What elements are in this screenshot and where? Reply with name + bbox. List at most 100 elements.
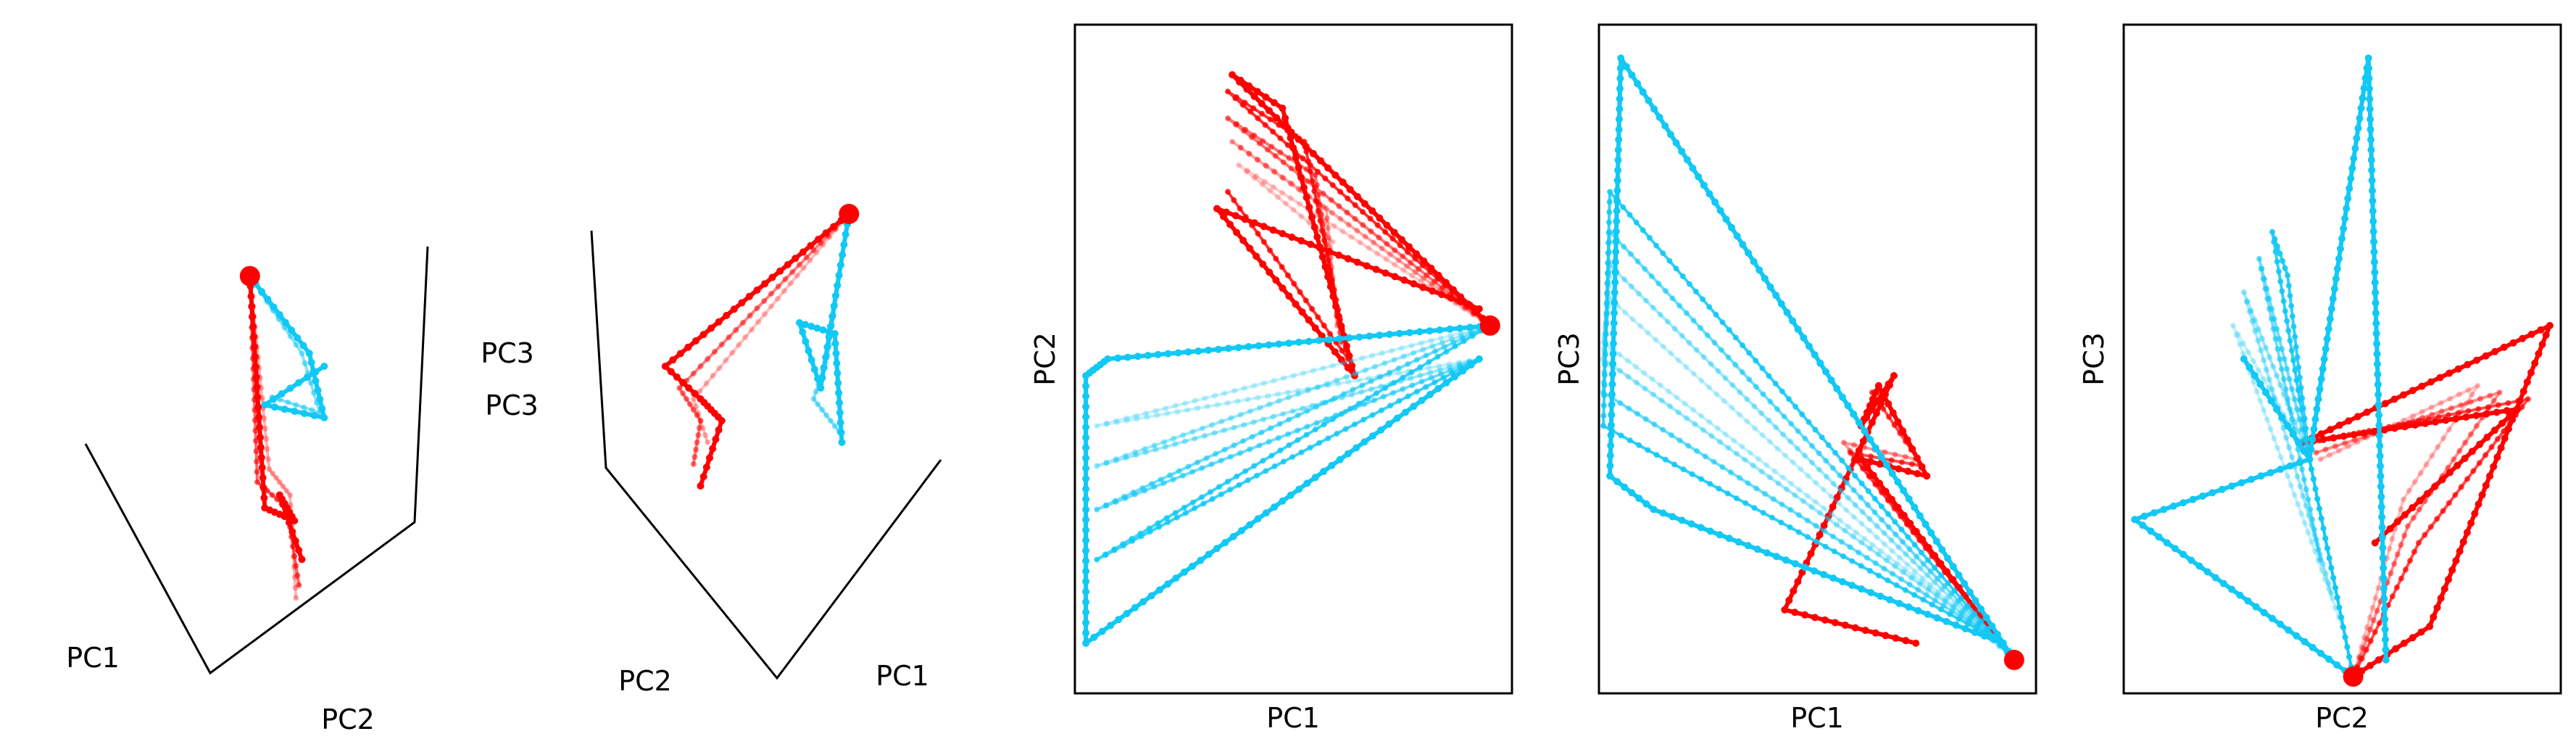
trajectory-point (2309, 435, 2317, 443)
trajectory-point (1607, 296, 1613, 302)
trajectory-point (2374, 381, 2382, 389)
trajectory-point (1315, 191, 1321, 198)
trajectory-point (1242, 126, 1249, 133)
trajectory-point (2465, 387, 2472, 393)
trajectory-point (1687, 520, 1695, 528)
trajectory-point (2369, 197, 2377, 205)
trajectory-point (1395, 257, 1402, 263)
trajectory-point (1600, 413, 1607, 419)
trajectory-point (1339, 228, 1346, 235)
trajectory-point (738, 299, 746, 307)
trajectory-point (1355, 333, 1363, 341)
trajectory-point (1152, 408, 1159, 414)
trajectory-point (1218, 491, 1224, 498)
trajectory-point (2305, 529, 2311, 536)
trajectory-point (2438, 400, 2444, 406)
trajectory-point (1221, 539, 1229, 547)
trajectory-point (2303, 486, 2309, 492)
trajectory-point (1247, 408, 1253, 414)
trajectory-point (755, 318, 762, 325)
trajectory-point (299, 350, 305, 357)
trajectory-point (1661, 122, 1669, 130)
trajectory-point (1258, 429, 1265, 436)
trajectory-point (1923, 545, 1929, 551)
trajectory-point (273, 474, 279, 481)
trajectory-point (1295, 485, 1302, 493)
trajectory-point (2332, 604, 2339, 611)
trajectory-point (2263, 366, 2269, 373)
trajectory-point (2509, 339, 2517, 347)
trajectory-point (1094, 506, 1100, 513)
trajectory-point (2289, 386, 2295, 392)
trajectory-point (1192, 505, 1198, 511)
trajectory-point (1260, 223, 1268, 231)
trajectory-point (836, 399, 843, 407)
trajectory-point (2434, 516, 2440, 522)
trajectory-point (1903, 438, 1909, 445)
trajectory-point (1893, 582, 1900, 588)
trajectory-point (1859, 463, 1866, 470)
trajectory-point (2328, 565, 2335, 572)
trajectory-point (1683, 310, 1690, 316)
trajectory-point (1457, 363, 1463, 370)
trajectory-point (1660, 426, 1666, 433)
trajectory-point (1121, 542, 1126, 549)
trajectory-point (836, 418, 844, 426)
trajectory-point (1787, 438, 1794, 445)
trajectory-point (1262, 122, 1268, 128)
trajectory-point (1716, 207, 1724, 215)
trajectory-point (1813, 539, 1820, 545)
trajectory-point (1982, 614, 1990, 622)
trajectory-point (2278, 366, 2285, 372)
trajectory-point (2296, 416, 2303, 422)
trajectory-point (1920, 561, 1927, 567)
trajectory-point (1253, 173, 1259, 179)
trajectory-point (2448, 405, 2454, 411)
trajectory-point (2330, 574, 2337, 581)
trajectory-point (1345, 195, 1351, 202)
trajectory-point (1245, 477, 1251, 484)
trajectory-point (1707, 481, 1713, 487)
trajectory-point (259, 483, 265, 490)
trajectory-point (2363, 408, 2371, 416)
trajectory-point (1972, 597, 1979, 605)
trajectory-point (292, 585, 299, 591)
trajectory-point (2333, 661, 2341, 669)
trajectory-point (1935, 576, 1941, 582)
trajectory-point (1760, 510, 1766, 516)
trajectory-point (2230, 322, 2236, 329)
trajectory-point (2417, 470, 2424, 476)
trajectory-point (2409, 634, 2417, 642)
trajectory-point (1339, 395, 1345, 400)
trajectory-point (691, 389, 699, 397)
trajectory-point (1390, 389, 1397, 396)
trajectory-point (2427, 524, 2434, 530)
trajectory-point (1874, 397, 1881, 404)
trajectory-point (1942, 568, 1948, 574)
trajectory-point (1371, 239, 1377, 246)
trajectory-point (2519, 387, 2527, 395)
trajectory-point (2401, 511, 2409, 519)
trajectory-point (1391, 357, 1397, 363)
trajectory-point (1367, 215, 1374, 222)
trajectory-point (1312, 426, 1318, 433)
trajectory-point (1662, 456, 1669, 463)
trajectory-point (2359, 644, 2365, 651)
trajectory-point (1233, 228, 1241, 236)
trajectory-point (2281, 463, 2288, 470)
trajectory-point (1328, 197, 1334, 203)
trajectory-point (2295, 446, 2301, 453)
trajectory-point (259, 474, 267, 482)
trajectory-point (832, 350, 840, 358)
trajectory-point (1724, 490, 1731, 497)
trajectory-point (300, 410, 308, 418)
trajectory-point (2394, 551, 2401, 558)
trajectory-point (2253, 388, 2260, 395)
trajectory-point (1995, 643, 2002, 650)
trajectory-point (1781, 413, 1787, 420)
trajectory-point (1948, 576, 1954, 582)
trajectory-point (1837, 517, 1843, 524)
trajectory-point (799, 248, 807, 256)
trajectory-point (697, 363, 704, 369)
trajectory-point (1711, 198, 1719, 206)
